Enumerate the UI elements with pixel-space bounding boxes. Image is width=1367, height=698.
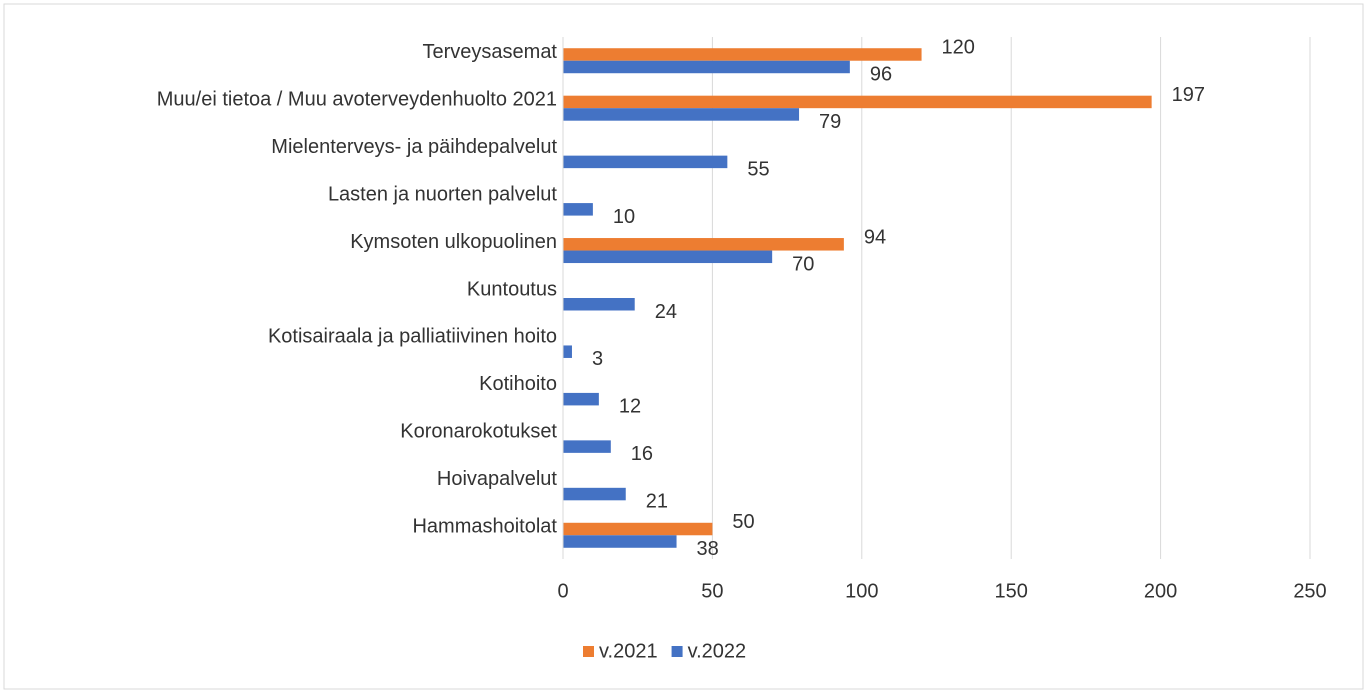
y-tick-label: Hoivapalvelut [437,468,558,490]
value-label: 79 [819,111,841,133]
value-label: 197 [1172,84,1205,106]
y-tick-label: Muu/ei tietoa / Muu avoterveydenhuolto 2… [157,88,557,110]
y-tick-label: Hammashoitolat [412,516,557,538]
bar [563,250,773,264]
x-tick-label: 0 [557,580,568,602]
bar [563,60,850,74]
y-tick-label: Lasten ja nuorten palvelut [328,183,557,205]
bar [563,392,599,406]
bar [563,108,800,121]
value-label: 94 [864,226,886,248]
bar [563,155,728,169]
bar [563,298,635,311]
value-label: 120 [942,37,975,59]
value-label: 21 [646,491,668,513]
value-label: 55 [747,158,769,180]
value-label: 24 [655,301,677,323]
y-tick-label: Mielenterveys- ja päihdepalvelut [271,136,557,158]
bar [563,238,844,251]
legend-label: v.2021 [599,640,658,662]
value-label: 38 [697,538,719,560]
value-label: 96 [870,64,892,86]
y-tick-label: Kuntoutus [467,278,557,300]
x-tick-label: 250 [1293,580,1326,602]
bar [563,345,572,358]
legend-swatch [583,646,594,657]
value-label: 16 [631,443,653,465]
x-tick-label: 100 [845,580,878,602]
bar [563,440,611,453]
value-label: 3 [592,348,603,370]
y-tick-label: Kymsoten ulkopuolinen [350,231,557,253]
bar [563,203,593,216]
legend-swatch [671,646,683,657]
bar [563,535,677,548]
value-label: 12 [619,396,641,418]
x-tick-label: 150 [995,580,1028,602]
value-label: 50 [732,511,754,533]
x-tick-label: 200 [1144,580,1177,602]
bar [563,48,922,61]
legend-label: v.2022 [688,640,747,662]
value-label: 10 [613,206,635,228]
bar [563,522,713,536]
y-tick-label: Kotihoito [479,373,557,395]
y-tick-label: Koronarokotukset [400,421,557,443]
y-tick-label: Terveysasemat [423,41,558,63]
bar [563,487,626,501]
value-label: 70 [792,253,814,275]
x-tick-label: 50 [701,580,723,602]
y-tick-label: Kotisairaala ja palliatiivinen hoito [268,326,557,348]
bar [563,95,1152,109]
